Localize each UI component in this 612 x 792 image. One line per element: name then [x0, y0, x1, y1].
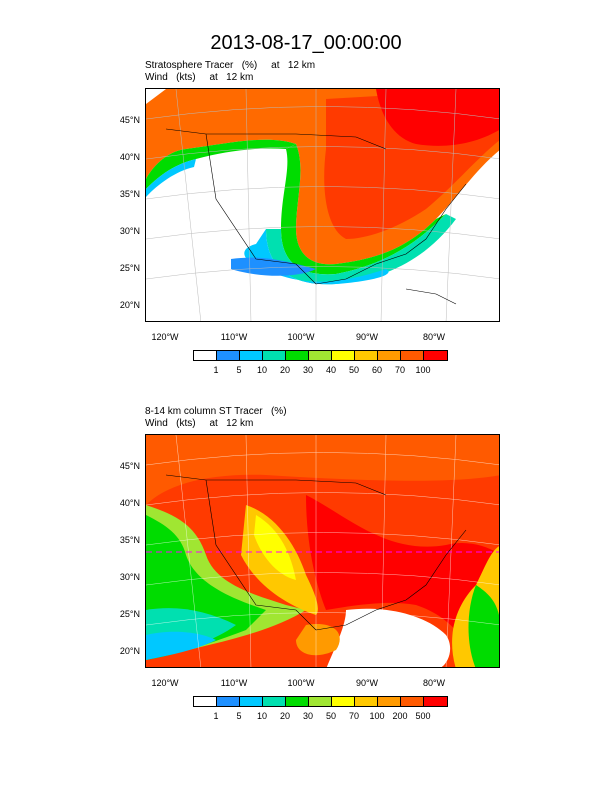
colorbar-swatch	[240, 697, 263, 706]
colorbar-swatch	[286, 351, 309, 360]
colorbar-swatch	[309, 697, 332, 706]
panel2-subtitle-1: 8-14 km column ST Tracer (%)	[145, 406, 287, 417]
colorbar-label: 500	[415, 711, 431, 721]
colorbar-label: 50	[348, 365, 359, 375]
colorbar-label: 10	[256, 365, 267, 375]
colorbar-label: 50	[325, 711, 336, 721]
panel1-subtitle-2: Wind (kts) at 12 km	[145, 72, 254, 83]
panel2-lon-label: 80°W	[422, 678, 446, 688]
colorbar-swatch	[332, 697, 355, 706]
colorbar-swatch	[355, 697, 378, 706]
panel2-lat-label: 25°N	[119, 609, 140, 619]
panel1-map-svg	[146, 89, 499, 321]
panel1-lon-label: 100°W	[287, 332, 315, 342]
panel1-lon-label: 80°W	[422, 332, 446, 342]
colorbar-swatch	[424, 351, 447, 360]
panel1-lon-label: 110°W	[220, 332, 248, 342]
colorbar-label: 30	[302, 365, 313, 375]
colorbar-swatch	[217, 351, 240, 360]
panel2-subtitle-2: Wind (kts) at 12 km	[145, 418, 254, 429]
panel2-lat-label: 40°N	[119, 498, 140, 508]
colorbar-swatch	[332, 351, 355, 360]
colorbar-label: 40	[325, 365, 336, 375]
panel2-map	[145, 434, 500, 668]
colorbar-label: 200	[392, 711, 408, 721]
colorbar-swatch	[217, 697, 240, 706]
colorbar-label: 20	[279, 365, 290, 375]
colorbar-label: 100	[369, 711, 385, 721]
colorbar-swatch	[194, 351, 217, 360]
colorbar-swatch	[424, 697, 447, 706]
colorbar-label: 20	[279, 711, 290, 721]
panel1-lat-label: 30°N	[119, 226, 140, 236]
panel1-lon-label: 90°W	[355, 332, 379, 342]
panel2-lon-label: 90°W	[355, 678, 379, 688]
panel2-map-svg	[146, 435, 499, 667]
panel1-lat-label: 25°N	[119, 263, 140, 273]
colorbar-label: 1	[213, 365, 219, 375]
colorbar-swatch	[401, 351, 424, 360]
panel2-lat-label: 30°N	[119, 572, 140, 582]
panel2-lat-label: 35°N	[119, 535, 140, 545]
colorbar-swatch	[286, 697, 309, 706]
colorbar-swatch	[240, 351, 263, 360]
panel1-colorbar	[193, 350, 448, 361]
main-title: 2013-08-17_00:00:00	[210, 32, 402, 54]
panel2-colorbar	[193, 696, 448, 707]
panel2-lat-label: 20°N	[119, 646, 140, 656]
panel1-lat-label: 40°N	[119, 152, 140, 162]
colorbar-label: 60	[371, 365, 382, 375]
panel1-map	[145, 88, 500, 322]
colorbar-swatch	[378, 351, 401, 360]
colorbar-swatch	[401, 697, 424, 706]
colorbar-label: 30	[302, 711, 313, 721]
panel2-lat-label: 45°N	[119, 461, 140, 471]
panel2-lon-label: 110°W	[220, 678, 248, 688]
colorbar-swatch	[309, 351, 332, 360]
panel1-subtitle-1: Stratosphere Tracer (%) at 12 km	[145, 60, 316, 71]
colorbar-swatch	[263, 351, 286, 360]
panel2-lon-label: 100°W	[287, 678, 315, 688]
panel1-lat-label: 35°N	[119, 189, 140, 199]
colorbar-swatch	[194, 697, 217, 706]
colorbar-label: 1	[213, 711, 219, 721]
colorbar-label: 70	[394, 365, 405, 375]
colorbar-label: 70	[348, 711, 359, 721]
panel1-lat-label: 45°N	[119, 115, 140, 125]
colorbar-swatch	[355, 351, 378, 360]
panel1-lon-label: 120°W	[151, 332, 179, 342]
panel1-lat-label: 20°N	[119, 300, 140, 310]
colorbar-label: 100	[415, 365, 431, 375]
colorbar-swatch	[378, 697, 401, 706]
colorbar-label: 10	[256, 711, 267, 721]
colorbar-label: 5	[236, 365, 242, 375]
colorbar-swatch	[263, 697, 286, 706]
colorbar-label: 5	[236, 711, 242, 721]
panel2-lon-label: 120°W	[151, 678, 179, 688]
